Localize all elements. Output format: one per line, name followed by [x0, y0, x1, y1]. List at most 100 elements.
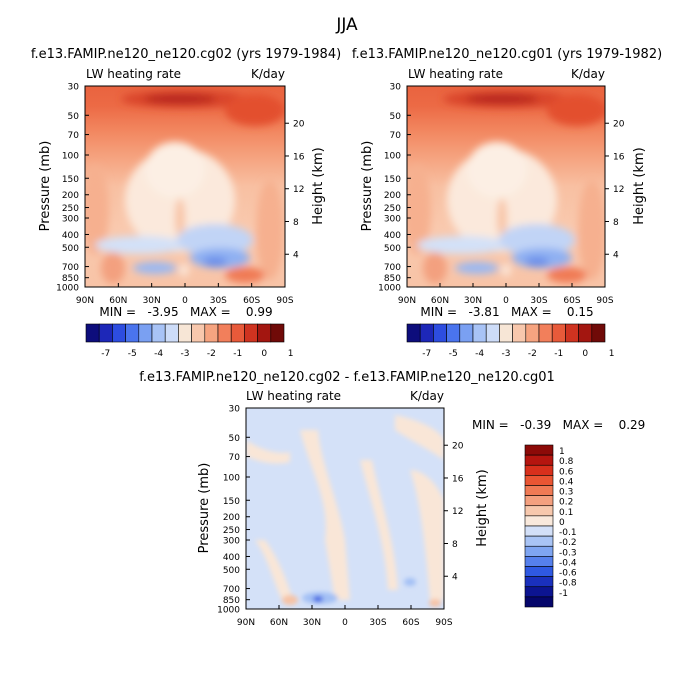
- height-axis-title: Height (km): [475, 469, 490, 546]
- pressure-tick-label: 850: [223, 596, 240, 606]
- pressure-tick-label: 200: [384, 191, 401, 201]
- colorbar-swatch: [524, 515, 554, 527]
- colorbar-swatch: [499, 323, 513, 343]
- colorbar-label: 0.6: [559, 467, 574, 477]
- pressure-tick-label: 150: [384, 175, 401, 185]
- colorbar-swatch: [257, 323, 272, 343]
- pressure-tick-label: 1000: [56, 284, 79, 294]
- pressure-tick-label: 500: [62, 244, 79, 254]
- pressure-tick-label: 700: [62, 263, 79, 273]
- colorbar-swatch: [538, 323, 553, 343]
- colorbar-swatch: [524, 464, 554, 476]
- left-label: LW heating rate: [246, 389, 341, 403]
- latitude-tick-label: 0: [182, 296, 188, 306]
- pressure-tick-label: 100: [62, 152, 79, 162]
- colorbar-swatch: [138, 323, 153, 343]
- difference-title: f.e13.FAMIP.ne120_ne120.cg02 - f.e13.FAM…: [139, 370, 555, 385]
- pressure-tick-label: 200: [223, 513, 240, 523]
- colorbar-label: -0.2: [559, 538, 577, 548]
- pressure-tick-label: 30: [68, 83, 80, 93]
- pressure-tick-label: 400: [62, 231, 79, 241]
- latitude-axis-labels: 90N 60N 30N 0 30S 60S 90S: [76, 283, 294, 306]
- pressure-axis-title: Pressure (mb): [197, 463, 212, 554]
- colorbar-label: -2: [528, 349, 537, 359]
- colorbar-swatch: [512, 323, 527, 343]
- colorbar-label: -1: [559, 589, 568, 599]
- colorbar-label: 0.8: [559, 457, 574, 467]
- latitude-tick-label: 60S: [563, 296, 580, 306]
- panel-cg01: f.e13.FAMIP.ne120_ne120.cg01 (yrs 1979-1…: [352, 47, 662, 359]
- latitude-tick-label: 30N: [464, 296, 482, 306]
- colorbar-swatch: [98, 323, 113, 343]
- colorbar-label: 1: [288, 349, 294, 359]
- colorbar-label: -2: [207, 349, 216, 359]
- colorbar-label: 0.3: [559, 488, 573, 498]
- height-tick-label: 12: [452, 507, 463, 517]
- colorbar-label: -5: [128, 349, 137, 359]
- colorbar-label: -1: [554, 349, 563, 359]
- height-tick-label: 16: [293, 152, 305, 162]
- latitude-tick-label: 30N: [143, 296, 161, 306]
- height-axis-title: Height (km): [632, 147, 647, 224]
- colorbar-label: -7: [422, 349, 431, 359]
- height-tick-label: 4: [293, 251, 299, 261]
- pressure-tick-label: 700: [384, 263, 401, 273]
- colorbar-label: 0: [261, 349, 267, 359]
- latitude-tick-label: 30S: [210, 296, 227, 306]
- pressure-tick-label: 100: [223, 474, 240, 484]
- colorbar-swatch: [485, 323, 500, 343]
- panel-difference: LW heating rate K/day 305070100150200250…: [197, 389, 645, 628]
- height-tick-label: 12: [293, 185, 304, 195]
- height-tick-label: 20: [613, 120, 625, 130]
- pressure-tick-label: 250: [223, 526, 240, 536]
- height-tick-label: 12: [613, 185, 624, 195]
- colorbar-label: -0.6: [559, 569, 577, 579]
- pressure-tick-label: 400: [384, 231, 401, 241]
- colorbar-label: -4: [154, 349, 163, 359]
- height-axis-labels: 20 16 12 8 4: [605, 120, 625, 261]
- colorbar: 10.80.60.40.30.20.10-0.1-0.2-0.3-0.4-0.6…: [524, 444, 577, 608]
- latitude-tick-label: 90N: [76, 296, 94, 306]
- contour-field: [407, 86, 605, 287]
- colorbar-label: -0.3: [559, 548, 577, 558]
- colorbar-swatch: [270, 323, 285, 343]
- height-tick-label: 16: [613, 152, 625, 162]
- pressure-tick-label: 200: [62, 191, 79, 201]
- page-title: JJA: [335, 15, 358, 35]
- panel-cg02: f.e13.FAMIP.ne120_ne120.cg02 (yrs 1979-1…: [31, 47, 341, 359]
- colorbar-label: 0.1: [559, 508, 573, 518]
- colorbar-swatch: [164, 323, 179, 343]
- colorbar-label: 1: [609, 349, 615, 359]
- latitude-axis-labels: 90N 60N 30N 0 30S 60S 90S: [237, 605, 453, 628]
- latitude-tick-label: 30S: [369, 618, 386, 628]
- colorbar-swatch: [406, 323, 421, 343]
- colorbar: -7 -5 -4 -3 -2 -1 0 1: [85, 323, 294, 359]
- colorbar-swatch: [524, 454, 554, 466]
- colorbar-swatch: [524, 556, 554, 567]
- pressure-axis-title: Pressure (mb): [38, 141, 53, 232]
- colorbar-label: -0.8: [559, 579, 577, 589]
- height-axis-labels: 20 16 12 8 4: [285, 120, 305, 261]
- pressure-tick-label: 150: [223, 497, 240, 507]
- right-label: K/day: [571, 67, 605, 81]
- colorbar-label: -4: [475, 349, 484, 359]
- pressure-tick-label: 700: [223, 585, 240, 595]
- latitude-tick-label: 60S: [402, 618, 419, 628]
- pressure-tick-label: 100: [384, 152, 401, 162]
- colorbar-swatch: [525, 323, 540, 343]
- height-axis-title: Height (km): [311, 147, 326, 224]
- colorbar-label: -1: [233, 349, 242, 359]
- colorbar-swatch: [524, 596, 554, 608]
- pressure-tick-label: 250: [384, 204, 401, 214]
- height-tick-label: 20: [452, 442, 464, 452]
- height-tick-label: 20: [293, 120, 305, 130]
- colorbar-swatch: [151, 323, 166, 343]
- colorbar-swatch: [524, 576, 554, 588]
- pressure-tick-label: 1000: [378, 284, 401, 294]
- colorbar-label: -7: [101, 349, 110, 359]
- latitude-tick-label: 90N: [398, 296, 416, 306]
- right-label: K/day: [251, 67, 285, 81]
- colorbar-swatch: [524, 586, 554, 598]
